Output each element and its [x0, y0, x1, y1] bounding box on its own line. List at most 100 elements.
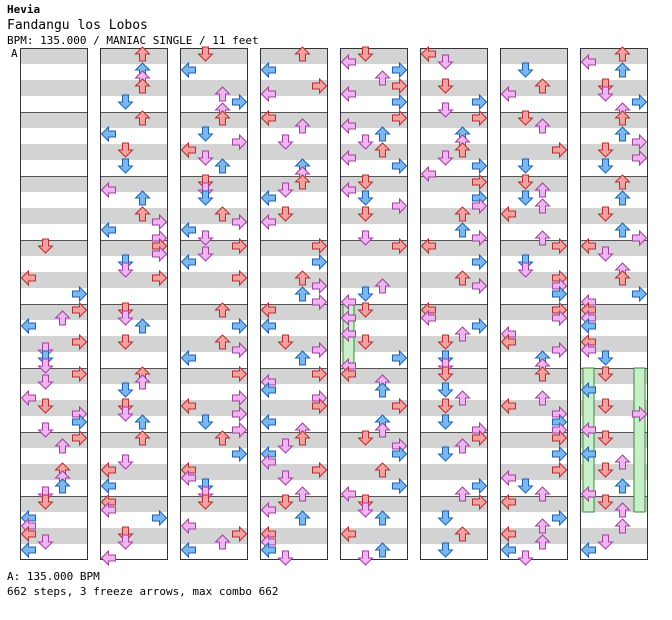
right-arrow-note — [472, 477, 488, 495]
up-arrow-note — [614, 502, 631, 518]
right-arrow-note — [392, 197, 408, 215]
beat-stripe — [580, 304, 648, 320]
left-arrow-note — [100, 501, 116, 519]
left-arrow-note — [340, 181, 356, 199]
beat-stripe — [100, 176, 168, 192]
up-arrow-note — [454, 526, 471, 542]
left-arrow-note — [340, 485, 356, 503]
down-arrow-note — [197, 230, 214, 246]
left-arrow-note — [260, 189, 276, 207]
beat-stripe — [420, 240, 488, 256]
up-arrow-note — [534, 198, 551, 214]
beat-stripe — [20, 496, 88, 512]
down-arrow-note — [437, 102, 454, 118]
beat-stripe — [20, 400, 88, 416]
down-arrow-note — [277, 470, 294, 486]
down-arrow-note — [37, 534, 54, 550]
beat-stripe — [260, 368, 328, 384]
right-arrow-note — [472, 317, 488, 335]
beat-stripe — [20, 336, 88, 352]
right-arrow-note — [232, 525, 248, 543]
beat-stripe — [580, 80, 648, 96]
down-arrow-note — [357, 334, 374, 350]
down-arrow-note — [117, 454, 134, 470]
up-arrow-note — [534, 366, 551, 382]
right-arrow-note — [632, 133, 648, 151]
right-arrow-note — [232, 365, 248, 383]
down-arrow-note — [37, 374, 54, 390]
left-arrow-note — [20, 541, 36, 559]
left-arrow-note — [580, 341, 596, 359]
left-arrow-note — [340, 117, 356, 135]
right-arrow-note — [152, 213, 168, 231]
left-arrow-note — [580, 317, 596, 335]
right-arrow-note — [392, 445, 408, 463]
up-arrow-note — [294, 430, 311, 446]
beat-stripe — [100, 144, 168, 160]
down-arrow-note — [597, 206, 614, 222]
down-arrow-note — [437, 542, 454, 558]
up-arrow-note — [374, 462, 391, 478]
chart-column-border — [180, 48, 248, 560]
right-arrow-note — [312, 237, 328, 255]
beat-stripe — [100, 48, 168, 64]
beat-stripe — [580, 48, 648, 64]
left-arrow-note — [180, 61, 196, 79]
beat-stripe — [420, 400, 488, 416]
song-title: Fandangu los Lobos — [7, 18, 148, 33]
beat-stripe — [100, 336, 168, 352]
up-arrow-note — [534, 230, 551, 246]
right-arrow-note — [472, 93, 488, 111]
right-arrow-note — [472, 157, 488, 175]
down-arrow-note — [197, 414, 214, 430]
beat-stripe — [580, 432, 648, 448]
left-arrow-note — [100, 181, 116, 199]
beat-stripe — [580, 528, 648, 544]
beat-stripe — [180, 432, 248, 448]
up-arrow-note — [294, 286, 311, 302]
beat-stripe — [500, 176, 568, 192]
up-arrow-note — [294, 174, 311, 190]
beat-stripe — [180, 528, 248, 544]
down-arrow-note — [597, 366, 614, 382]
chart-column-border — [100, 48, 168, 560]
right-arrow-note — [392, 93, 408, 111]
right-arrow-note — [632, 229, 648, 247]
left-arrow-note — [500, 541, 516, 559]
left-arrow-note — [20, 317, 36, 335]
beat-stripe — [340, 80, 408, 96]
up-arrow-note — [214, 158, 231, 174]
down-arrow-note — [277, 494, 294, 510]
beat-stripe — [180, 336, 248, 352]
left-arrow-note — [500, 493, 516, 511]
beat-stripe — [420, 272, 488, 288]
beat-stripe — [420, 336, 488, 352]
up-arrow-note — [614, 62, 631, 78]
up-arrow-note — [614, 174, 631, 190]
beat-stripe — [20, 432, 88, 448]
right-arrow-note — [552, 445, 568, 463]
down-arrow-note — [517, 478, 534, 494]
beat-stripe — [500, 368, 568, 384]
right-arrow-note — [392, 77, 408, 95]
up-arrow-note — [294, 46, 311, 62]
right-arrow-note — [312, 341, 328, 359]
right-arrow-note — [472, 109, 488, 127]
left-arrow-note — [500, 333, 516, 351]
right-arrow-note — [472, 277, 488, 295]
down-arrow-note — [37, 422, 54, 438]
up-arrow-note — [454, 486, 471, 502]
left-arrow-note — [500, 525, 516, 543]
beat-stripe — [340, 144, 408, 160]
beat-stripe — [20, 272, 88, 288]
down-arrow-note — [37, 398, 54, 414]
right-arrow-note — [632, 405, 648, 423]
down-arrow-note — [37, 238, 54, 254]
beat-stripe — [100, 272, 168, 288]
beat-stripe — [260, 496, 328, 512]
beat-stripe — [180, 272, 248, 288]
left-arrow-note — [340, 525, 356, 543]
right-arrow-note — [392, 157, 408, 175]
beat-stripe — [20, 112, 88, 128]
beat-stripe — [420, 368, 488, 384]
